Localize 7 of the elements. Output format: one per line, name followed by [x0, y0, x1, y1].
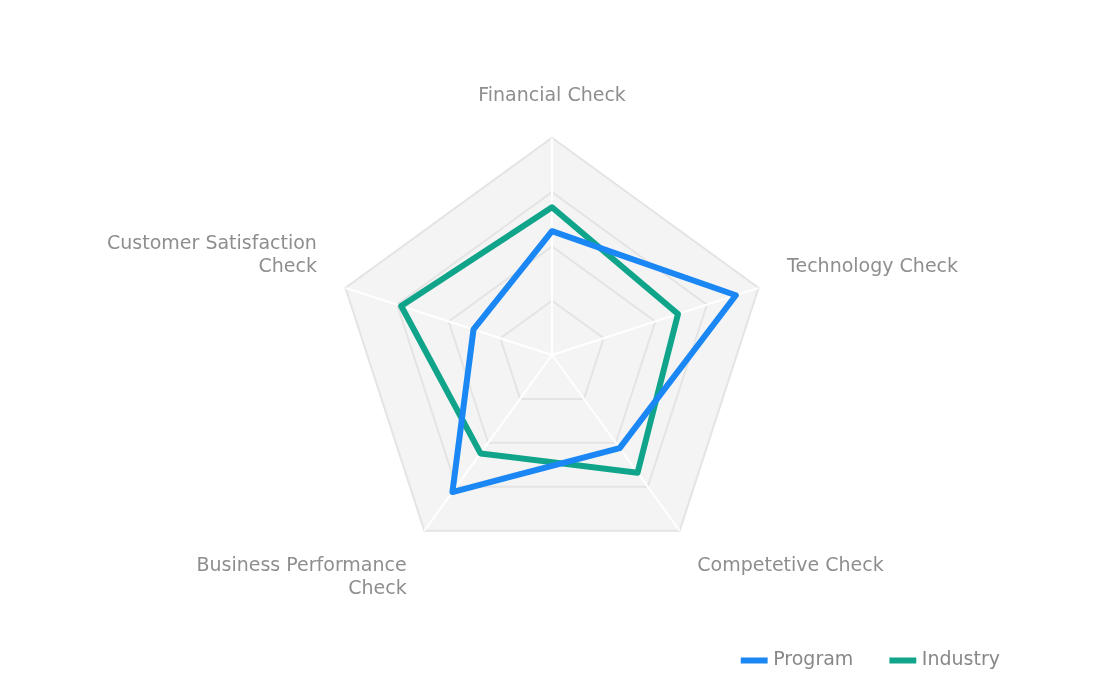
spoke-label: Financial Check	[478, 83, 626, 106]
spoke-label: Business Performance Check	[196, 553, 407, 599]
spoke-label: Competetive Check	[697, 553, 884, 576]
spoke-label: Technology Check	[786, 254, 959, 277]
spoke-label: Customer Satisfaction Check	[107, 231, 317, 277]
legend-label: Industry	[921, 647, 1000, 670]
legend-label: Program	[773, 647, 854, 670]
